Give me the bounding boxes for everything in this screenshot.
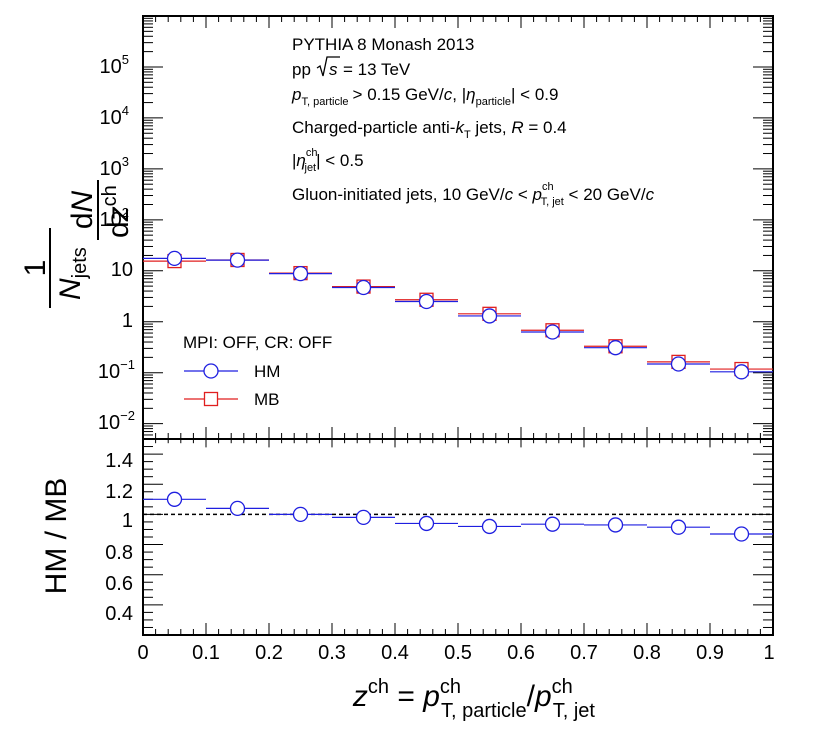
legend-header: MPI: OFF, CR: OFF: [183, 333, 332, 352]
ratio-y-tick-label: 1.4: [105, 450, 133, 472]
ratio-y-tick-label: 1.2: [105, 481, 133, 503]
ratio-y-tick-label: 1: [122, 510, 133, 532]
x-tick-labels: 0 0.1 0.2 0.3 0.4 0.5 0.6 0.7 0.8 0.9 1: [137, 642, 774, 664]
ratio-point: [670, 519, 687, 535]
bottom-y-axis-title: HM / MB: [40, 478, 73, 595]
bottom-panel-frame: [142, 438, 774, 636]
top-series-group: [143, 250, 773, 380]
y-tick-label-1e3: 103: [100, 154, 129, 180]
annotation-pt-cut: pT, particle > 0.15 GeV/c, |ηparticle| < …: [291, 85, 558, 108]
annotation-pp: pp: [292, 60, 311, 79]
ratio-point: [481, 518, 498, 535]
top-y-tick-labels: 105 104 103 102 10 1 10−1 10−2: [98, 52, 135, 434]
data-point-hm: [733, 364, 750, 380]
ratio-y-tick-label: 0.4: [105, 603, 133, 625]
top-y-axis-title: 1 Njets dN dzch dN dz: [19, 180, 135, 308]
x-tick-label: 1: [763, 642, 774, 664]
data-point-hm: [544, 324, 561, 340]
annotation-energy-value: = 13 TeV: [343, 60, 411, 79]
data-point-hm: [607, 340, 624, 356]
data-point-hm: [418, 293, 435, 310]
ratio-point: [544, 516, 561, 532]
top-axis-ticks: [142, 16, 774, 440]
legend-mb-marker: [203, 391, 219, 407]
y-tick-label-1e-2: 10−2: [98, 408, 135, 434]
x-tick-label: 0.5: [444, 642, 472, 664]
y-tick-label-1e-1: 10−1: [98, 357, 135, 383]
x-axis-title: zch = pch T, particle/pch T, jet: [352, 676, 596, 722]
y-tick-label-1e2: 102: [100, 205, 129, 231]
x-tick-label: 0.6: [507, 642, 535, 664]
ylabel-one: 1: [19, 260, 52, 277]
x-tick-label: 0.9: [696, 642, 724, 664]
sqrt-symbol: [316, 56, 340, 77]
data-point-hm: [670, 356, 687, 372]
annotation-jet-definition: Charged-particle anti-kT jets, R = 0.4: [292, 118, 567, 141]
ylabel-dz: dzch: [99, 185, 135, 238]
bottom-series-group: [143, 491, 773, 542]
legend: MPI: OFF, CR: OFF HM MB: [183, 333, 332, 409]
legend-mb-label: MB: [254, 390, 280, 409]
bottom-axis-ticks: [142, 438, 774, 635]
data-point-hm: [166, 250, 183, 267]
y-tick-label-1e1: 10: [111, 259, 133, 281]
annotation-generator: PYTHIA 8 Monash 2013: [292, 35, 474, 54]
annotation-block: PYTHIA 8 Monash 2013 pp s = 13 TeV pT, p…: [291, 35, 655, 208]
y-tick-label-1e4: 104: [100, 103, 129, 129]
ylabel-dn: dN: [66, 190, 99, 229]
y-tick-label-1e5: 105: [100, 52, 129, 78]
data-point-hm: [229, 252, 246, 268]
data-point-hm: [292, 265, 309, 282]
y-tick-label-1e0: 1: [122, 310, 133, 332]
annotation-energy: pp s = 13 TeV: [292, 56, 411, 79]
ylabel-njets: Njets: [54, 247, 91, 300]
annotation-jet-selection: Gluon-initiated jets, 10 GeV/c < pch T, j…: [292, 181, 655, 208]
legend-hm-label: HM: [254, 362, 280, 381]
ratio-point: [733, 526, 750, 542]
ratio-point: [355, 509, 372, 526]
top-panel-frame: [142, 15, 774, 440]
ratio-point: [292, 506, 309, 523]
ratio-point: [418, 515, 435, 532]
bottom-y-tick-labels: 0.4 0.6 0.8 1 1.2 1.4: [105, 450, 133, 625]
x-tick-label: 0.3: [318, 642, 346, 664]
x-tick-label: 0.2: [255, 642, 283, 664]
x-tick-label: 0.7: [570, 642, 598, 664]
ratio-point: [607, 517, 624, 533]
ratio-y-tick-label: 0.8: [105, 542, 133, 564]
data-point-hm: [481, 308, 498, 324]
x-tick-label: 0: [137, 642, 148, 664]
data-point-hm: [355, 279, 372, 296]
x-tick-label: 0.4: [381, 642, 409, 664]
annotation-eta-jet: |ηch jet| < 0.5: [292, 147, 364, 174]
ratio-point: [166, 491, 183, 507]
annotation-s: s: [329, 60, 338, 79]
ratio-y-tick-label: 0.6: [105, 573, 133, 595]
x-tick-label: 0.8: [633, 642, 661, 664]
legend-hm-marker: [203, 363, 219, 379]
ratio-point: [229, 500, 246, 517]
x-tick-label: 0.1: [192, 642, 220, 664]
